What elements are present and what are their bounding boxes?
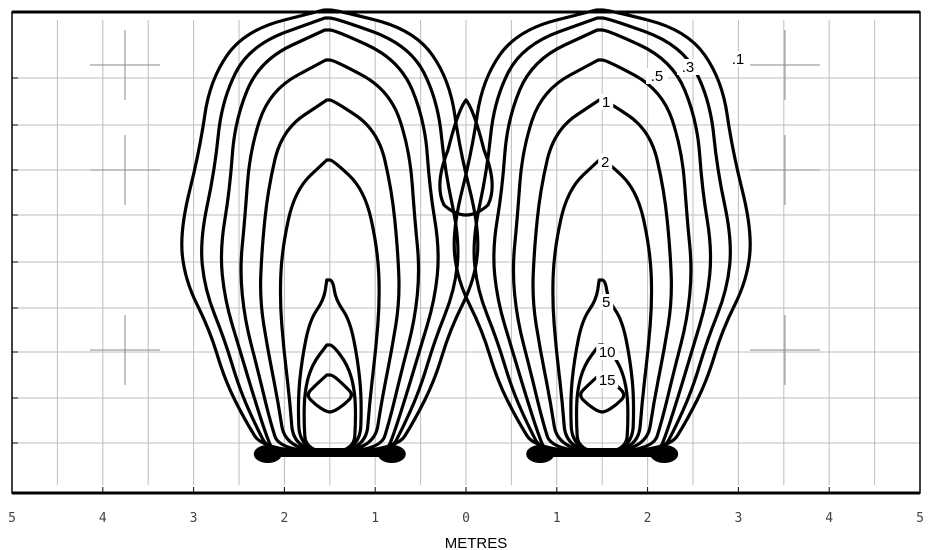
contour-label-bg (677, 59, 699, 75)
grid (11, 20, 921, 485)
contour-label-bg (599, 294, 614, 310)
x-tick-label: 0 (462, 511, 470, 526)
contour-lines (180, 8, 752, 463)
contour-label: .3 (682, 59, 695, 76)
x-tick-label: 5 (8, 511, 16, 526)
x-tick-label: 4 (99, 511, 107, 526)
contour-label-bg (598, 154, 613, 170)
source-lobe (377, 445, 406, 463)
contour-label: 1 (602, 94, 610, 111)
x-tick-label: 2 (644, 511, 652, 526)
x-tick-label: 1 (553, 511, 561, 526)
contour-label: 5 (602, 294, 610, 311)
contour-label-bg (599, 94, 614, 110)
x-tick-labels: 5 4 3 2 1 0 1 2 3 4 5 (8, 487, 924, 526)
contour-line (306, 373, 353, 414)
source-base (259, 448, 400, 457)
source-lobe (253, 445, 282, 463)
contour-label: 10 (599, 344, 616, 361)
source-lobe (650, 445, 679, 463)
contour-label: .5 (651, 68, 664, 85)
contour-label-bg (596, 344, 619, 360)
contour-labels: .5 .3 .1 1 2 5 10 15 (596, 51, 749, 389)
source-lobe (526, 445, 555, 463)
contour-label-bg (646, 68, 668, 84)
x-tick-label: 5 (916, 511, 924, 526)
x-tick-label: 2 (280, 511, 288, 526)
contour-label-bg (727, 51, 749, 67)
contour-label: 2 (601, 154, 609, 171)
contour-label: 15 (599, 372, 616, 389)
source-base (532, 448, 673, 457)
contour-line (438, 98, 494, 217)
x-tick-label: 1 (371, 511, 379, 526)
x-tick-label: 3 (190, 511, 198, 526)
contour-label: .1 (732, 51, 745, 68)
x-axis-title: METRES (445, 535, 508, 550)
x-tick-label: 3 (734, 511, 742, 526)
x-tick-label: 4 (825, 511, 833, 526)
contour-label-bg (596, 372, 619, 388)
